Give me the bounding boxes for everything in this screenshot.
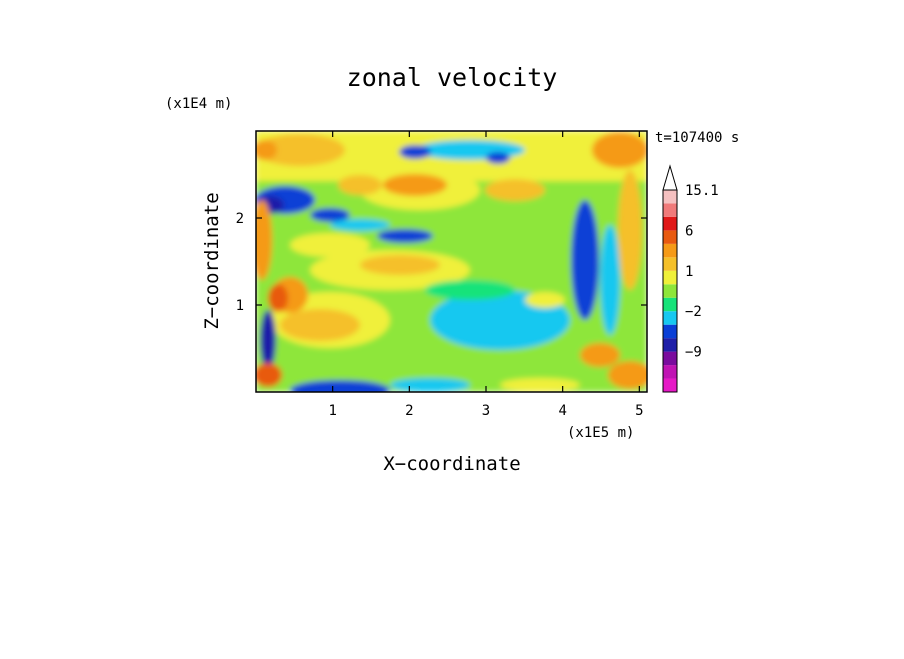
field-blob — [485, 179, 545, 201]
colorbar-segment — [663, 338, 677, 352]
x-tick-label: 2 — [405, 403, 413, 419]
colorbar-label: 15.1 — [685, 183, 719, 199]
colorbar-extend-arrow — [662, 164, 678, 191]
x-tick-label: 5 — [635, 403, 643, 419]
colorbar-segment — [663, 324, 677, 339]
y-axis-label: Z−coordinate — [201, 192, 223, 329]
field-blob — [256, 200, 272, 280]
x-axis-label: X−coordinate — [383, 453, 520, 475]
colorbar-segment — [663, 297, 677, 312]
colorbar-segment — [663, 284, 677, 298]
colorbar-segment — [663, 243, 677, 258]
x-tick-label: 3 — [482, 403, 490, 419]
colorbar-segment — [663, 216, 677, 231]
x-axis-ticks: 1 2 3 4 5 — [328, 131, 644, 419]
y-axis-ticks: 12 — [236, 211, 647, 314]
field-blob — [290, 233, 370, 257]
field-blob — [330, 219, 390, 231]
time-label: t=107400 s — [655, 130, 739, 146]
field-blob — [383, 174, 447, 196]
field-blob — [399, 145, 431, 159]
chart-title: zonal velocity — [347, 63, 558, 92]
y-tick-label: 1 — [236, 298, 244, 314]
colorbar-segment — [663, 378, 677, 392]
field-blob — [310, 208, 350, 222]
field-blob — [571, 200, 599, 320]
colorbar-segment — [663, 351, 677, 366]
field-blob — [256, 140, 277, 160]
x-tick-label: 4 — [558, 403, 566, 419]
field-blob — [260, 310, 276, 370]
field-blob — [280, 309, 360, 341]
colorbar-segment — [663, 190, 677, 204]
field-blob — [618, 170, 642, 290]
field-blob — [580, 343, 620, 367]
colorbar-label: 6 — [685, 223, 693, 239]
colorbar: 15.1 6 1 −2 −9 — [662, 164, 719, 393]
field-blob — [256, 134, 345, 166]
field-blob — [592, 132, 647, 168]
field-blob — [486, 152, 510, 164]
field-blob — [338, 175, 382, 195]
field-blob — [525, 292, 565, 308]
field-blob — [290, 380, 390, 392]
field-blob — [608, 361, 647, 389]
field-blob — [425, 280, 515, 300]
colorbar-segment — [663, 203, 677, 217]
colorbar-label: −9 — [685, 345, 702, 361]
field-blob — [256, 363, 282, 387]
colorbar-label: −2 — [685, 304, 702, 320]
colorbar-segment — [663, 270, 677, 285]
field-blob — [500, 378, 580, 392]
y-axis-unit: (x1E4 m) — [165, 96, 232, 112]
colorbar-segment — [663, 311, 677, 325]
field-blob — [360, 255, 440, 275]
field-blob — [377, 229, 433, 243]
colorbar-segment — [663, 230, 677, 244]
plot-frame — [255, 130, 648, 393]
y-tick-label: 2 — [236, 211, 244, 227]
colorbar-segment — [663, 365, 677, 379]
field-blob — [390, 378, 470, 392]
field-blob — [268, 284, 288, 312]
x-axis-unit: (x1E5 m) — [567, 425, 634, 441]
x-tick-label: 1 — [328, 403, 336, 419]
colorbar-segment — [663, 257, 677, 271]
heatmap-field — [256, 131, 647, 392]
colorbar-label: 1 — [685, 264, 693, 280]
field-blob — [600, 225, 620, 335]
